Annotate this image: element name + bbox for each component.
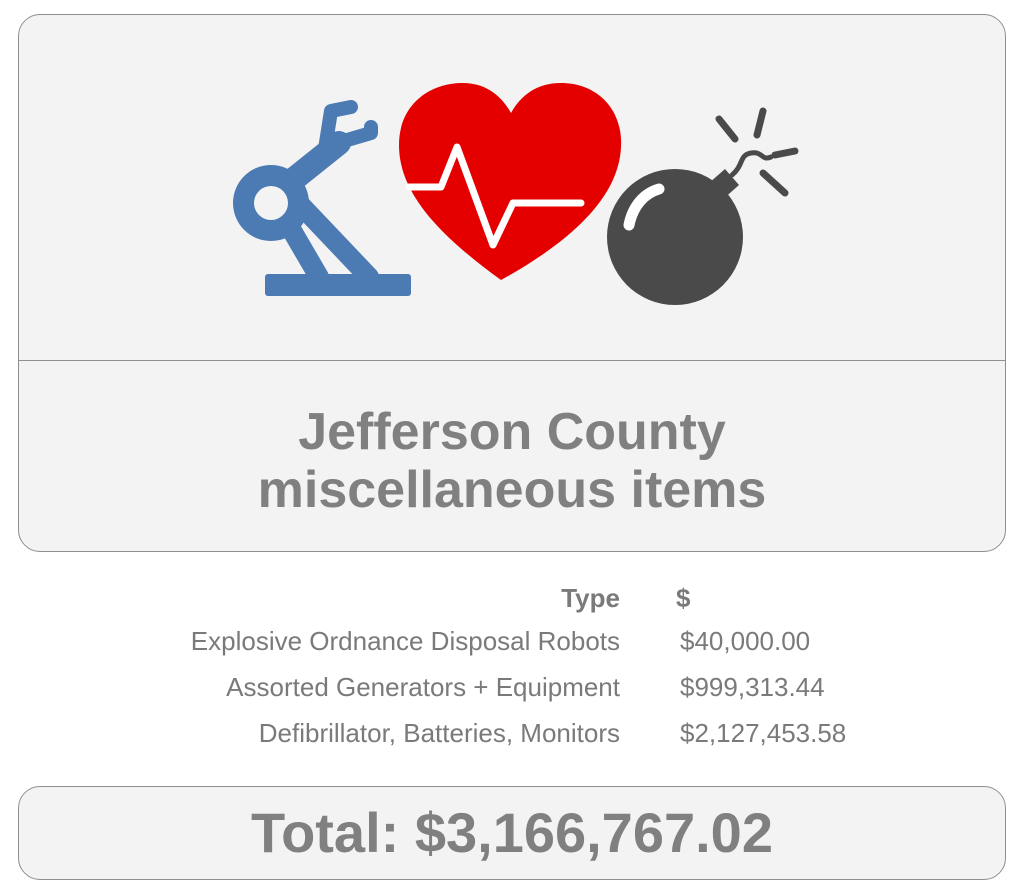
items-table: Type $ Explosive Ordnance Disposal Robot…	[40, 578, 847, 756]
column-header-type: Type	[561, 582, 620, 613]
total-box: Total: $3,166,767.02	[18, 786, 1006, 880]
row-type: Assorted Generators + Equipment	[226, 671, 620, 702]
table-row: Explosive Ordnance Disposal Robots $40,0…	[40, 618, 846, 664]
row-type: Explosive Ordnance Disposal Robots	[190, 625, 620, 656]
table-row: Defibrillator, Batteries, Monitors $2,12…	[40, 710, 847, 756]
table-header-row: Type $	[40, 578, 846, 618]
title-line-1: Jefferson County	[298, 403, 726, 461]
column-header-amount: $	[676, 582, 691, 613]
row-amount: $40,000.00	[680, 625, 811, 656]
card-divider	[19, 360, 1005, 361]
row-amount: $2,127,453.58	[680, 717, 847, 748]
icon-group	[233, 83, 799, 305]
table-row: Assorted Generators + Equipment $999,313…	[40, 664, 846, 710]
row-amount: $999,313.44	[680, 671, 825, 702]
bomb-icon	[607, 107, 799, 305]
total-label: Total:	[251, 801, 415, 864]
robot-arm-icon	[233, 100, 411, 296]
heart-pulse-icon	[399, 83, 622, 280]
page-title: Jefferson County miscellaneous items	[19, 403, 1005, 519]
title-line-2: miscellaneous items	[257, 461, 767, 519]
row-type: Defibrillator, Batteries, Monitors	[258, 717, 620, 748]
total-value: $3,166,767.02	[414, 801, 773, 864]
header-card: Jefferson County miscellaneous items	[18, 14, 1006, 552]
